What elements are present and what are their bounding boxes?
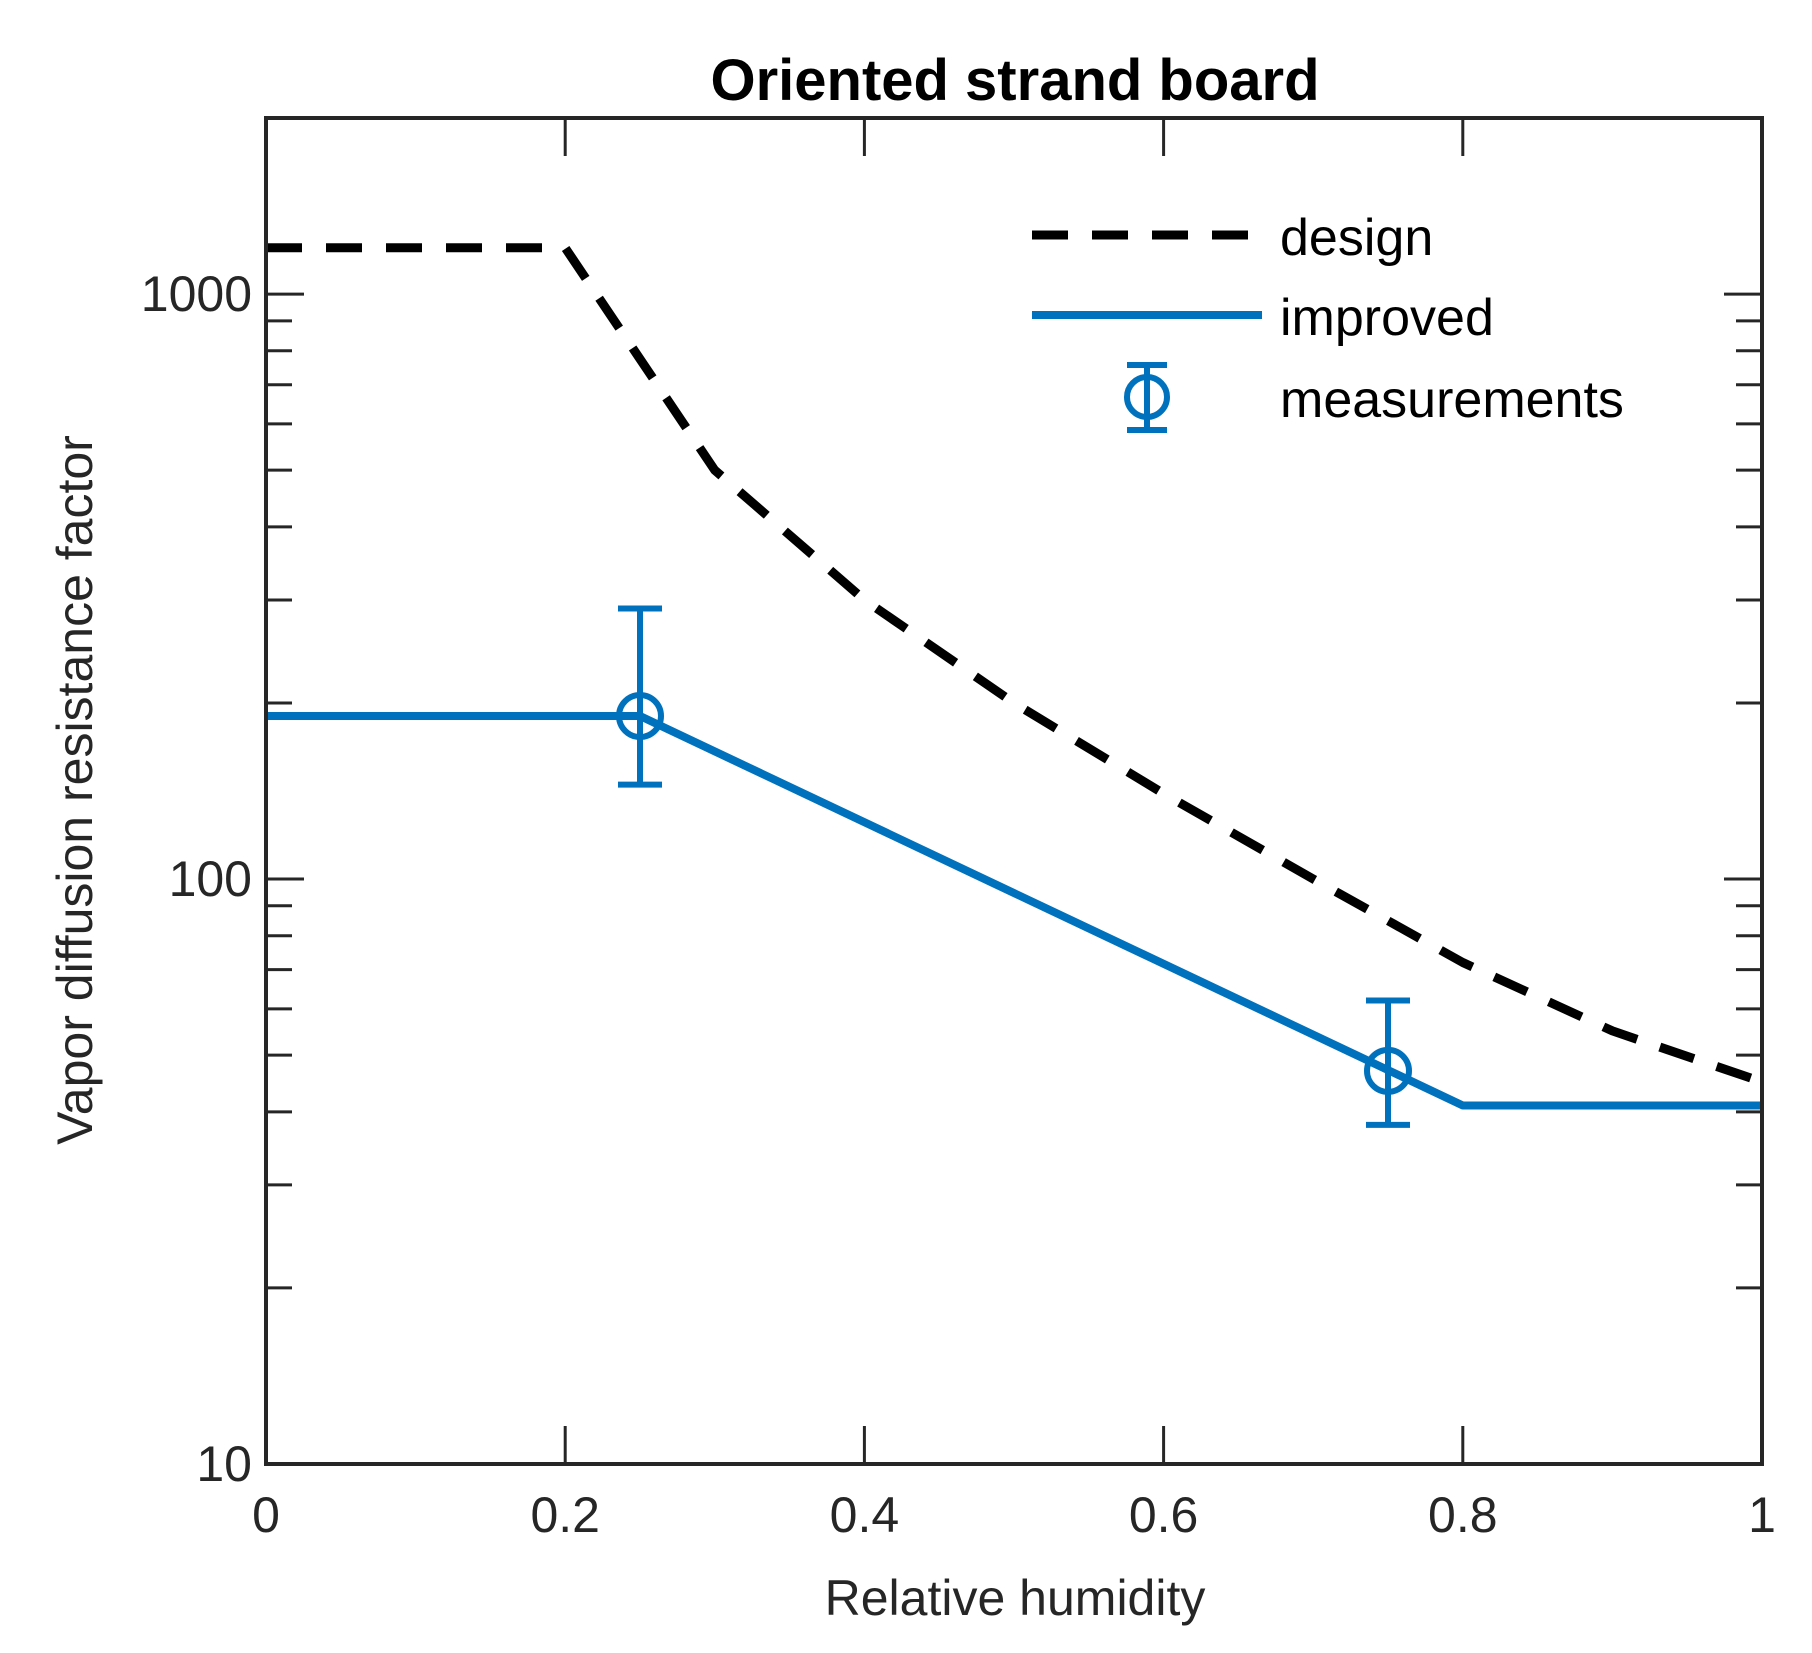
legend-measurements-swatch — [1124, 362, 1170, 433]
x-tick-label-5: 1 — [1748, 1487, 1776, 1543]
improved-line — [266, 712, 1762, 1110]
legend-improved-label: improved — [1280, 289, 1494, 347]
y-axis-label: Vapor diffusion resistance factor — [47, 435, 103, 1145]
legend-design-label: design — [1280, 209, 1433, 267]
x-tick-label-1: 0.2 — [530, 1487, 600, 1543]
measurement-point-0 — [616, 691, 664, 740]
legend-measurements-label: measurements — [1280, 371, 1624, 429]
x-tick-label-2: 0.4 — [830, 1487, 900, 1543]
y-tick-label-0: 10 — [196, 1436, 252, 1492]
chart-title: Oriented strand board — [710, 48, 1319, 113]
x-tick-labels: 0 0.2 0.4 0.6 0.8 1 — [252, 1487, 1776, 1543]
legend: design improved measurements — [1032, 209, 1624, 433]
design-line — [266, 243, 1764, 1087]
measurements-series — [616, 605, 1412, 1128]
series-layer — [266, 243, 1764, 1128]
x-axis-label: Relative humidity — [825, 1570, 1206, 1626]
x-tick-label-4: 0.8 — [1428, 1487, 1498, 1543]
x-tick-label-0: 0 — [252, 1487, 280, 1543]
plot-frame — [264, 116, 1764, 1466]
y-tick-labels: 10 100 1000 — [141, 266, 252, 1492]
plot-area — [266, 118, 1762, 1464]
measurement-point-1 — [1364, 1046, 1412, 1095]
y-tick-label-1: 100 — [169, 851, 252, 907]
y-tick-label-2: 1000 — [141, 266, 252, 322]
x-tick-label-3: 0.6 — [1129, 1487, 1199, 1543]
